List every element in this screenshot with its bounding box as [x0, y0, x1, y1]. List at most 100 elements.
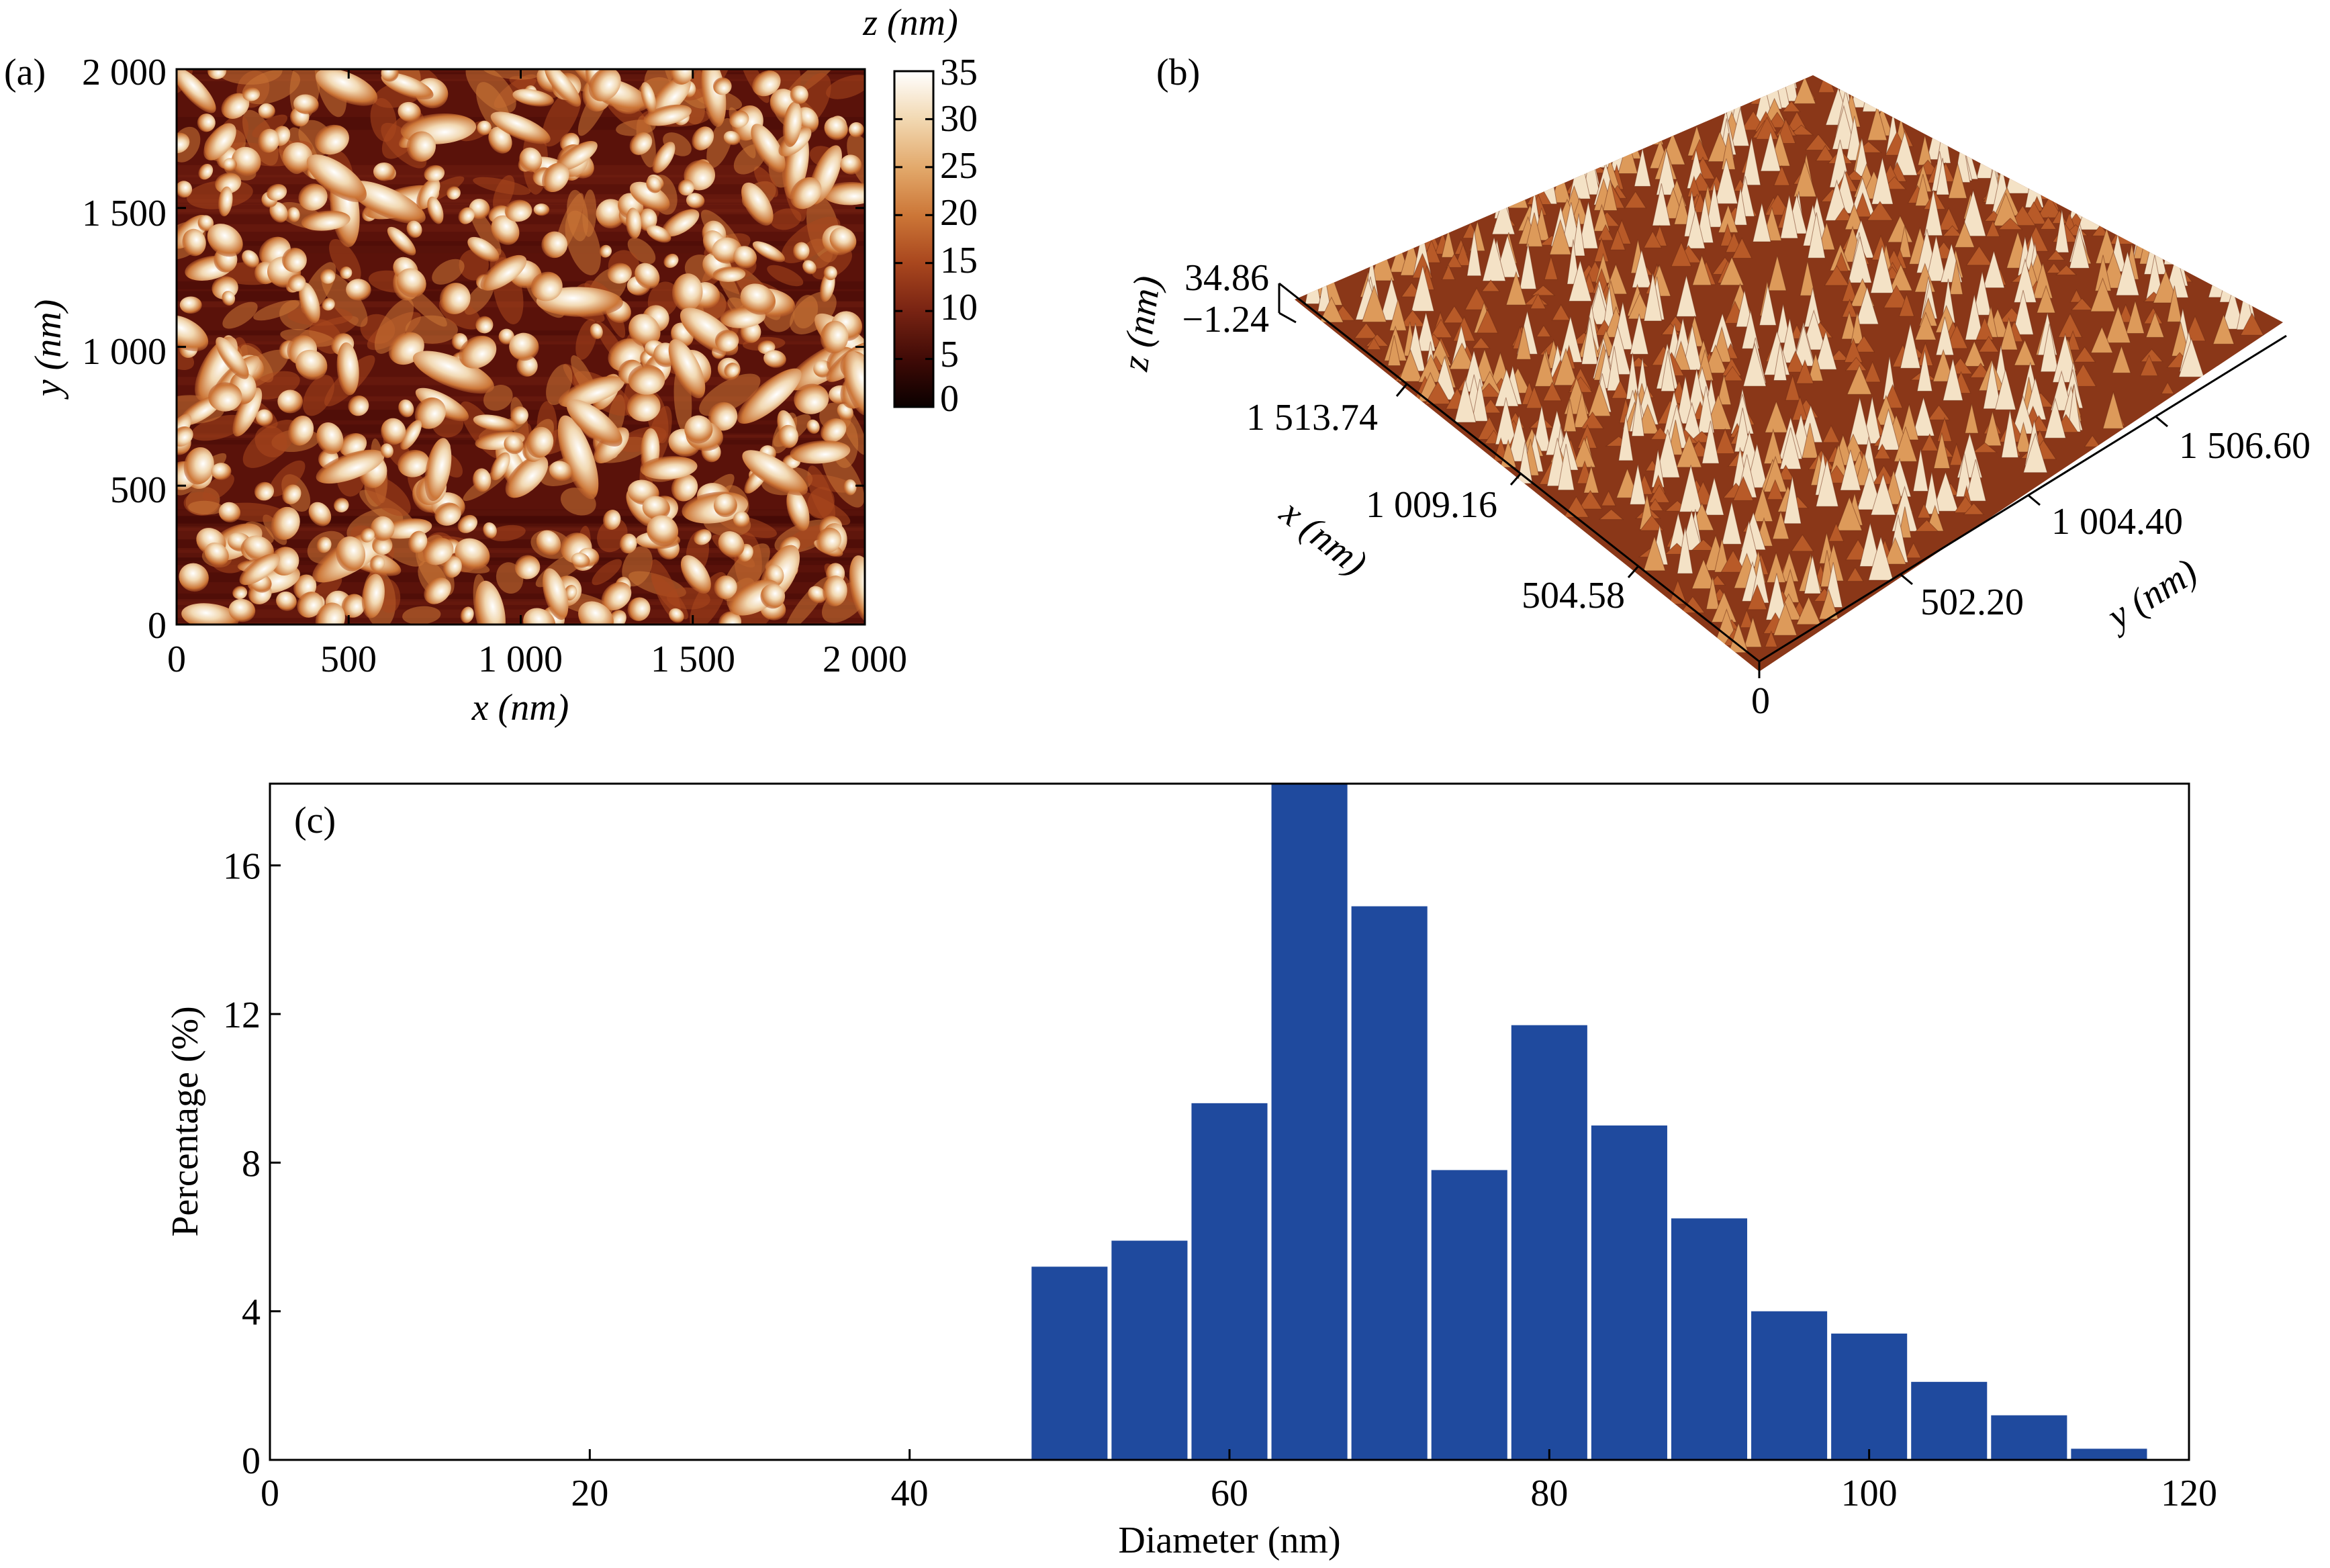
afm-grain: [823, 575, 847, 606]
surface-peak: [1477, 382, 1502, 398]
afm-grain: [519, 147, 543, 173]
afm-grain: [790, 85, 808, 104]
surface-peak: [1963, 340, 1986, 367]
afm-grain: [211, 463, 232, 480]
surface-peak: [1685, 210, 1706, 249]
surface-peak: [1354, 322, 1379, 339]
surface-peak: [1578, 490, 1603, 510]
afm-grain: [424, 165, 445, 182]
surface-peak: [1848, 397, 1871, 445]
histogram-ticks: 0 20 40 60 80 100 120 0 4 8 12 16: [223, 846, 2217, 1514]
afm-map-grains: [177, 69, 865, 625]
afm-grain: [177, 132, 190, 154]
histogram-bars: [1031, 784, 2147, 1460]
surface-peak: [1652, 183, 1671, 226]
surface-peak: [1994, 369, 2016, 410]
surface-peak: [1862, 75, 1882, 112]
surface-peak: [1926, 236, 1947, 282]
afm-grain: [672, 273, 703, 312]
surface-peak: [1923, 471, 1940, 515]
surface-peak: [1601, 490, 1616, 506]
histogram-bar: [1111, 1240, 1188, 1460]
surface-peak: [1476, 308, 1499, 334]
surface-peak: [1587, 381, 1612, 417]
surface-peak: [1655, 429, 1681, 478]
surface-peak: [1867, 104, 1888, 141]
afm-grain: [204, 542, 229, 566]
surface-peak: [1731, 107, 1750, 146]
colorbar-tick-35: 35: [940, 52, 978, 93]
afm-grain: [361, 573, 385, 618]
surface-peak: [2125, 299, 2145, 334]
afm-grain: [179, 563, 209, 592]
surface-peak: [1532, 405, 1551, 452]
surface-peak: [1847, 364, 1872, 395]
afm-background-grain: [222, 302, 258, 329]
map-y-tick-500: 500: [110, 469, 167, 511]
afm-grain: [641, 82, 657, 113]
surface-peak: [2037, 195, 2063, 218]
surface-peak: [1740, 609, 1754, 629]
surface-y-axis-label: y (nm): [2097, 551, 2204, 639]
histogram-bar: [1031, 1266, 1108, 1460]
surface-peak: [1679, 465, 1703, 512]
surface-peak: [1399, 309, 1426, 327]
histogram-y-axis-label: Percentage (%): [165, 1006, 206, 1237]
afm-grain: [348, 181, 426, 224]
surface-peak: [1824, 265, 1850, 286]
afm-grain: [802, 260, 817, 275]
afm-grain: [458, 207, 475, 224]
afm-grain: [742, 450, 808, 496]
afm-grain: [599, 244, 612, 258]
afm-grain: [505, 455, 549, 498]
surface-peak: [1639, 514, 1665, 531]
histogram-bar: [1831, 1333, 1908, 1460]
surface-peak: [1807, 212, 1826, 259]
surface-peak: [1867, 201, 1894, 221]
afm-grain: [642, 496, 670, 520]
surface-peak: [1764, 400, 1788, 433]
afm-grain: [488, 126, 512, 154]
afm-grain: [678, 179, 695, 196]
afm-grain: [334, 498, 349, 513]
surface-peak: [1832, 104, 1856, 150]
afm-grain: [545, 69, 581, 107]
surface-peak: [1722, 366, 1744, 381]
surface-peak: [1793, 160, 1817, 197]
afm-grain: [661, 209, 700, 237]
histogram-y-tick-label: 12: [223, 995, 261, 1036]
surface-peak: [2015, 421, 2032, 453]
surface-peak: [1845, 357, 1868, 371]
surface-peak: [1772, 510, 1789, 540]
histogram-x-tick-label: 20: [571, 1473, 608, 1514]
afm-grain: [346, 279, 371, 301]
afm-grain: [692, 126, 714, 150]
surface-peak: [1973, 271, 1992, 316]
surface-peak: [1868, 75, 1885, 110]
afm-grain: [215, 173, 242, 194]
afm-grain: [671, 473, 698, 502]
map-x-tick-1500: 1 500: [651, 639, 735, 680]
surface-peak: [1975, 316, 1994, 340]
surface-peak: [1544, 255, 1558, 280]
surface-peak: [1998, 218, 2023, 230]
afm-grain: [740, 283, 776, 315]
surface-peak: [1960, 189, 1987, 237]
afm-grain: [455, 538, 490, 570]
surface-peak: [1978, 336, 2000, 353]
surface-peak: [1822, 424, 1840, 443]
surface-peak: [1466, 230, 1482, 277]
surface-peak: [1871, 157, 1894, 205]
afm-grain: [269, 201, 288, 223]
afm-grain: [306, 154, 367, 202]
surface-peak: [1530, 285, 1556, 296]
colorbar-tick-20: 20: [940, 192, 978, 234]
surface-peak: [1914, 519, 1939, 532]
panel-b: (b) 34.86 −1.24 z (nm) 1 513.74 1 009.16…: [1114, 52, 2311, 722]
surface-peak: [1598, 508, 1624, 520]
afm-background-grain: [767, 265, 804, 287]
surface-peak: [1471, 378, 1489, 422]
surface-peak: [1851, 75, 1868, 108]
surface-peak: [1673, 194, 1691, 225]
surface-peak: [1963, 502, 1985, 515]
